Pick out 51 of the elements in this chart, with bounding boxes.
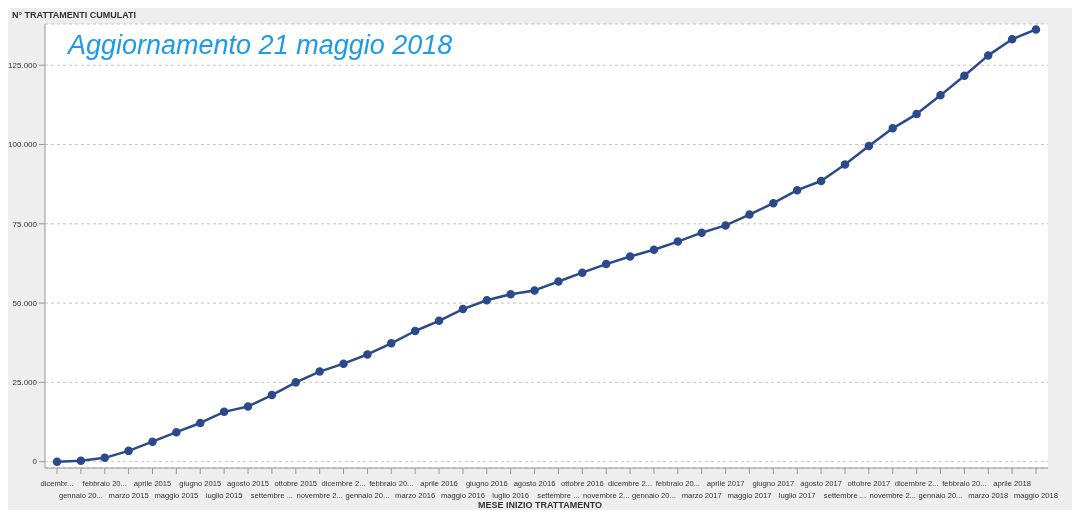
- point: [267, 390, 277, 400]
- point: [673, 237, 683, 246]
- point: [339, 359, 348, 368]
- point: [578, 268, 587, 277]
- point: [840, 160, 850, 169]
- y-tick-label: 125.000: [8, 61, 38, 71]
- point: [1031, 25, 1041, 34]
- point: [649, 245, 659, 255]
- point: [291, 378, 301, 387]
- point: [960, 71, 969, 80]
- point: [983, 51, 993, 60]
- x-axis-title: MESE INIZIO TRATTAMENTO: [477, 500, 603, 510]
- annotation: Aggiornamento 21 maggio 2018: [68, 30, 453, 61]
- point: [387, 339, 396, 348]
- point: [554, 277, 563, 286]
- point: [148, 437, 157, 446]
- y-tick-label: 0: [32, 457, 38, 467]
- point: [124, 446, 133, 456]
- point: [315, 367, 324, 376]
- point: [936, 91, 945, 100]
- point: [506, 289, 515, 299]
- y-tick-label: 50.000: [12, 298, 38, 308]
- point: [888, 124, 897, 133]
- point: [482, 295, 492, 305]
- y-tick-label: 25.000: [12, 378, 38, 388]
- point: [100, 453, 110, 463]
- point: [52, 457, 62, 466]
- point: [196, 418, 205, 428]
- y-tick-label: 75.000: [12, 219, 38, 229]
- point: [769, 198, 778, 208]
- point: [172, 427, 181, 437]
- point: [410, 326, 420, 336]
- y-tick-label: 100.000: [8, 140, 38, 150]
- point: [434, 316, 444, 326]
- y-axis-title: N° TRATTAMENTI CUMULATI: [12, 10, 137, 20]
- point: [530, 286, 539, 295]
- point: [792, 185, 802, 195]
- point: [697, 228, 706, 237]
- point: [363, 350, 372, 359]
- point: [864, 141, 874, 151]
- point: [243, 402, 253, 411]
- point: [625, 252, 635, 261]
- point: [458, 304, 468, 314]
- point: [912, 109, 921, 119]
- point: [76, 456, 86, 465]
- point: [745, 210, 754, 219]
- point: [1007, 34, 1017, 44]
- point: [219, 407, 229, 417]
- point: [816, 176, 826, 186]
- point: [721, 221, 730, 230]
- point: [601, 259, 611, 269]
